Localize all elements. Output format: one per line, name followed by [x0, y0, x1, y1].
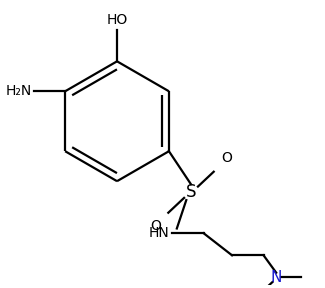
- Text: HO: HO: [106, 13, 128, 26]
- Text: O: O: [221, 151, 232, 165]
- Text: S: S: [186, 183, 196, 201]
- Text: H₂N: H₂N: [6, 84, 32, 98]
- Text: O: O: [150, 219, 161, 233]
- Text: N: N: [270, 270, 282, 285]
- Text: HN: HN: [148, 226, 169, 240]
